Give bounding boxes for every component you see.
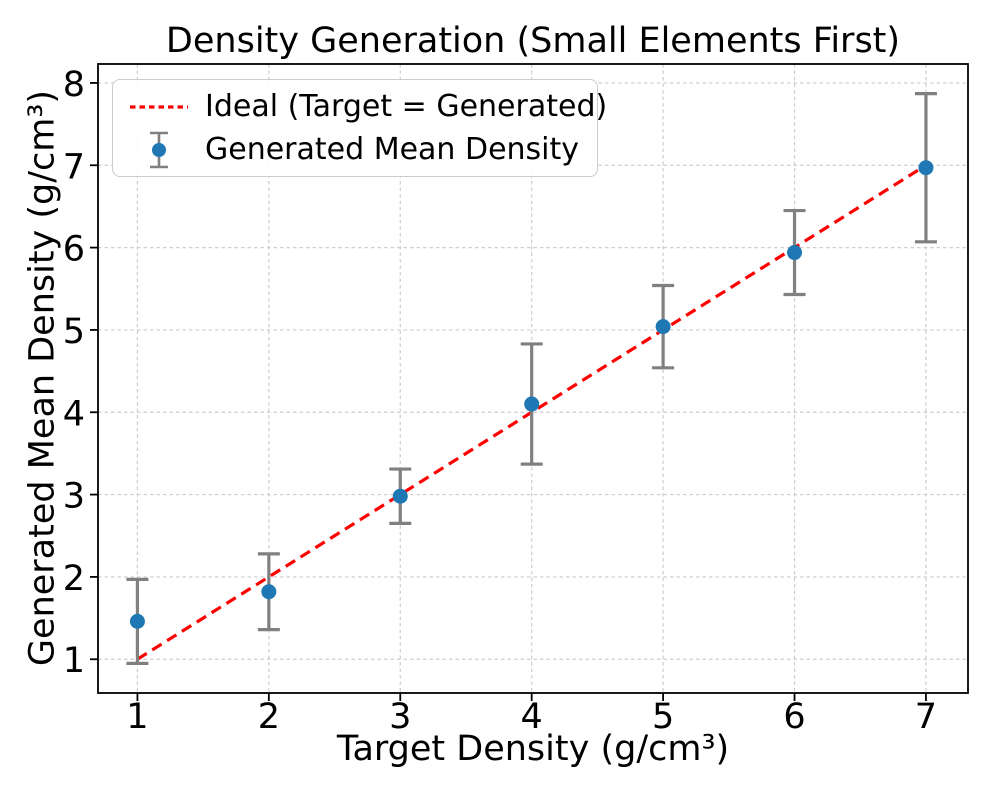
- data-point-4: [524, 396, 540, 412]
- y-tick-label-3: 3: [63, 477, 85, 517]
- data-point-2: [261, 584, 277, 600]
- data-point-5: [655, 319, 671, 335]
- x-tick-label-6: 6: [783, 697, 805, 737]
- x-tick-label-3: 3: [389, 697, 411, 737]
- legend-item-generated: Generated Mean Density: [113, 128, 597, 171]
- legend-label-ideal: Ideal (Target = Generated): [205, 89, 608, 124]
- data-point-3: [392, 488, 408, 504]
- red-dashed-line-icon: [130, 104, 188, 109]
- y-tick-label-2: 2: [63, 559, 85, 599]
- errorbar-marker-swatch: [113, 130, 205, 170]
- axes-frame: [97, 63, 969, 694]
- x-tick-label-4: 4: [521, 697, 543, 737]
- x-axis-label: Target Density (g/cm³): [336, 729, 730, 769]
- legend-label-generated: Generated Mean Density: [205, 132, 580, 167]
- y-tick-label-6: 6: [63, 230, 85, 270]
- y-axis-label: Generated Mean Density (g/cm³): [22, 89, 63, 667]
- x-tick-label-5: 5: [652, 697, 674, 737]
- legend-item-ideal: Ideal (Target = Generated): [113, 85, 607, 128]
- chart-title: Density Generation (Small Elements First…: [165, 21, 901, 61]
- y-tick-label-5: 5: [63, 312, 85, 352]
- y-tick-label-1: 1: [63, 641, 85, 681]
- legend: Ideal (Target = Generated) Generated Mea…: [112, 79, 607, 177]
- errorbar-marker-icon: [150, 131, 168, 168]
- data-point-1: [129, 613, 145, 629]
- y-tick-label-4: 4: [63, 394, 85, 434]
- x-tick-label-7: 7: [915, 697, 937, 737]
- data-point-7: [918, 160, 934, 176]
- x-tick-label-1: 1: [126, 697, 148, 737]
- y-tick-label-7: 7: [63, 147, 85, 187]
- y-tick-label-8: 8: [63, 65, 85, 105]
- red-dashed-line-swatch: [113, 103, 205, 111]
- x-tick-label-2: 2: [258, 697, 280, 737]
- data-point-6: [787, 245, 803, 261]
